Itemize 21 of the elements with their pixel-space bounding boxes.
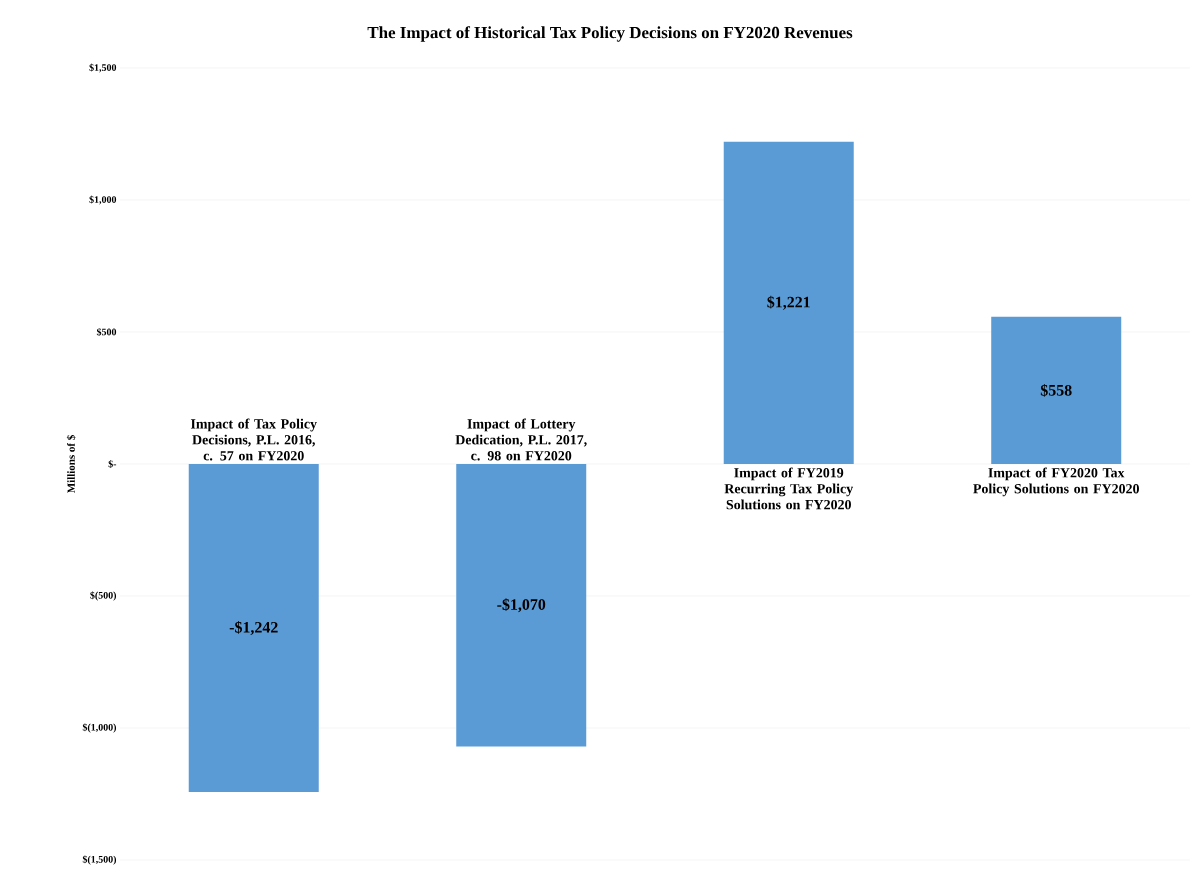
bar: [723, 141, 854, 464]
bar: [456, 464, 587, 747]
x-tick-label: Impact of FY2019 Recurring Tax Policy Solutions on FY2020: [724, 467, 854, 510]
data-label: -$1,242: [229, 620, 278, 635]
x-tick-label: Impact of Tax Policy Decisions, P.L. 2016, c. 57 on FY2020: [190, 418, 317, 461]
x-tick-label: Impact of Lottery Dedication, P.L. 2017, c. 98 on FY2020: [455, 418, 587, 461]
y-tick-label: $500: [96, 328, 117, 336]
data-label: $558: [1040, 383, 1072, 397]
y-tick-label: $1,000: [89, 195, 117, 205]
y-axis-title: Millions of $: [66, 435, 76, 494]
y-tick-label: $1,500: [89, 63, 117, 73]
data-label: $1,221: [767, 295, 810, 310]
x-tick-label: Impact of FY2020 Tax Policy Solutions on FY2020: [973, 467, 1139, 497]
data-label: -$1,070: [497, 598, 546, 613]
y-tick-label: $(500): [90, 591, 117, 601]
y-tick-label: $(1,000): [82, 723, 117, 733]
y-tick-label: $-: [108, 460, 117, 468]
bar: [188, 464, 319, 792]
y-tick-label: $(1,500): [82, 855, 117, 865]
chart-title: The Impact of Historical Tax Policy Decisions on FY2020 Revenues: [367, 26, 853, 42]
bar: [991, 316, 1122, 464]
